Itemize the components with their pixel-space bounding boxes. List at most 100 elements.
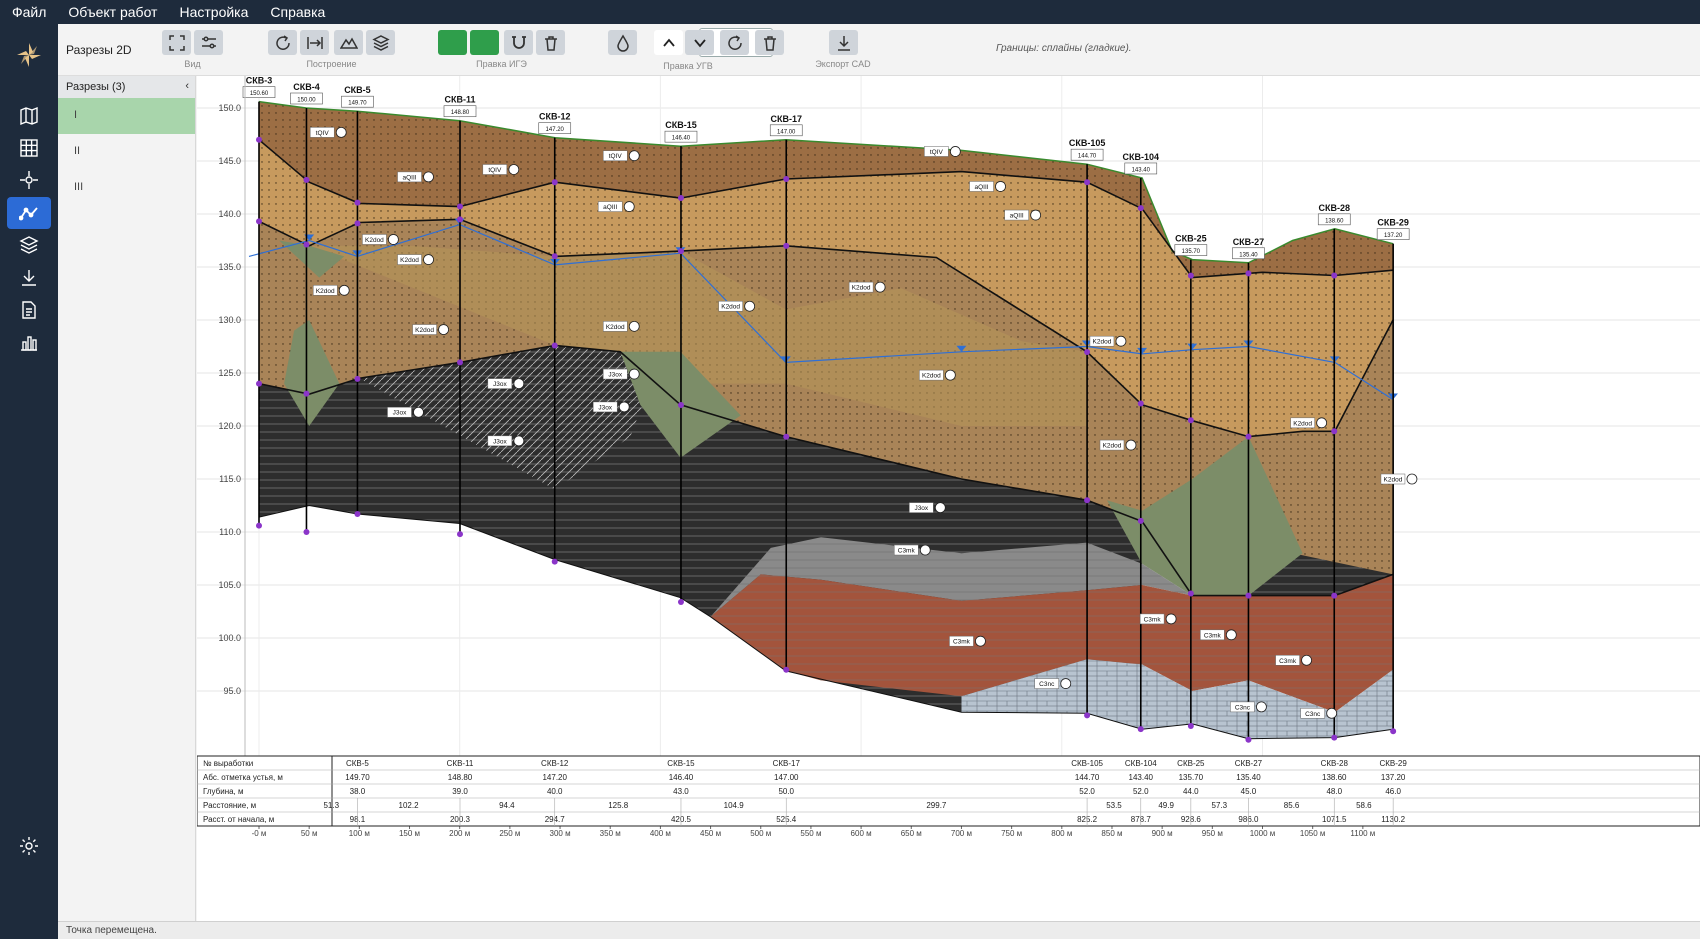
ige-label-box [602, 150, 628, 161]
trash-icon [544, 35, 557, 51]
ugv-delete-button[interactable] [755, 30, 784, 55]
rail-grid-icon[interactable] [7, 132, 51, 164]
ige-edit-1-button[interactable] [438, 30, 467, 55]
table-cell: 149.70 [345, 773, 370, 782]
rail-section-icon[interactable] [7, 197, 51, 229]
table-cell: СКВ-104 [1125, 759, 1157, 768]
spacing-button[interactable] [300, 30, 329, 55]
borehole-bottom-marker [303, 529, 310, 535]
ige-label: C3mk [1279, 658, 1297, 665]
rail-settings-gear-icon[interactable] [7, 830, 51, 862]
ige-label-box [602, 321, 628, 332]
ige-label: K2dod [721, 304, 740, 311]
ige-index-circle [975, 635, 986, 647]
table-cell: СКВ-27 [1235, 759, 1263, 768]
x-tick-label: 550 м [800, 829, 821, 838]
ige-label: K2dod [1293, 420, 1312, 427]
x-tick-label: 250 м [499, 829, 520, 838]
ige-label: C3nc [1235, 704, 1251, 711]
table-distance: 125.8 [608, 801, 629, 810]
boundary-point-marker [1331, 428, 1338, 435]
borehole-bottom-marker [677, 598, 684, 605]
ige-index-circle [944, 369, 956, 381]
borehole-bottom-marker [1331, 734, 1338, 741]
borehole-elev: 146.40 [672, 136, 691, 142]
borehole-elev-box [1317, 213, 1351, 226]
borehole-bottom-marker [1245, 736, 1252, 743]
group-label-ige: Правка ИГЭ [476, 59, 527, 69]
rebuild-button[interactable] [268, 30, 297, 55]
view-settings-button[interactable] [194, 30, 223, 55]
boundary-point-marker [457, 216, 464, 223]
table-cell: 43.0 [673, 787, 689, 796]
layer-sand-lens [309, 245, 1087, 426]
geological-section-chart[interactable]: СКВ-3 150.60 СКВ-4 150.00 СКВ-5 149.70 СКВ-11 1… [196, 76, 1700, 921]
fit-view-button[interactable] [162, 30, 191, 55]
menu-help[interactable]: Справка [270, 4, 326, 20]
groundwater-marker [1187, 343, 1198, 350]
menu-project[interactable]: Объект работ [68, 4, 158, 20]
app-logo-icon [17, 43, 41, 67]
section-item-3[interactable]: III [74, 181, 84, 193]
boundary-point-marker [1331, 272, 1338, 279]
rail-layers-icon[interactable] [7, 229, 51, 261]
water-drop-button[interactable] [608, 30, 637, 55]
boundary-point-marker [677, 195, 684, 202]
borehole-name: СКВ-15 [665, 120, 697, 130]
ige-index-circle [513, 378, 525, 390]
sections-header[interactable]: Разрезы (3) ‹ [58, 76, 195, 98]
collapse-chevron-icon[interactable]: ‹ [185, 80, 189, 92]
borehole-name: СКВ-25 [1175, 234, 1207, 244]
borehole-elev: 147.00 [777, 129, 796, 135]
x-tick-label: 150 м [399, 829, 420, 838]
ige-edit-2-button[interactable] [470, 30, 499, 55]
x-tick-label: 950 м [1202, 829, 1223, 838]
magnet-button[interactable] [504, 30, 533, 55]
section-item-2[interactable]: II [74, 145, 81, 157]
borehole-name: СКВ-4 [293, 82, 320, 92]
boundary-point-marker [677, 248, 684, 255]
chevron-up-icon [662, 38, 675, 47]
group-label-view: Вид [184, 59, 201, 69]
table-cell: 135.70 [1179, 773, 1204, 782]
export-cad-button[interactable] [829, 30, 858, 55]
rail-document-icon[interactable] [7, 294, 51, 326]
y-tick-label: 125.0 [218, 368, 241, 378]
rail-map-icon[interactable] [7, 100, 51, 132]
x-tick-label: 650 м [901, 829, 922, 838]
section-item-1[interactable]: I [58, 98, 195, 134]
y-tick-label: 145.0 [218, 156, 241, 166]
ige-label: aQIII [603, 204, 617, 211]
y-tick-label: 120.0 [218, 421, 241, 431]
ugv-refresh-button[interactable] [720, 30, 749, 55]
ige-index-circle [628, 320, 640, 332]
rail-crosshair-icon[interactable] [7, 164, 51, 196]
ige-label: K2dod [365, 237, 384, 244]
data-table [196, 755, 1700, 827]
ugv-lower-button[interactable] [685, 30, 714, 55]
ige-label-box [894, 544, 919, 556]
boundary-point-marker [256, 380, 262, 387]
table-cell: 148.80 [448, 773, 473, 782]
rail-chart-icon[interactable] [7, 326, 51, 358]
menu-file[interactable]: Файл [12, 4, 47, 20]
borehole-bottom-marker [1084, 712, 1091, 719]
layers-button[interactable] [366, 30, 395, 55]
profile-button[interactable] [334, 30, 363, 55]
ige-label-box [969, 181, 994, 192]
menu-settings[interactable]: Настройка [179, 4, 249, 20]
ugv-raise-button[interactable] [654, 30, 683, 55]
ige-label-box [397, 254, 422, 265]
ige-label: J3ox [393, 410, 407, 417]
rail-download-icon[interactable] [7, 262, 51, 294]
ige-label-box [1230, 701, 1255, 713]
x-tick-label: 200 м [449, 829, 470, 838]
ige-index-circle [388, 234, 399, 245]
ige-delete-button[interactable] [536, 30, 565, 55]
y-tick-label: 135.0 [218, 262, 241, 272]
ige-label: tQIV [609, 153, 623, 160]
ige-label-box [412, 324, 437, 335]
y-tick-label: 95.0 [223, 686, 241, 696]
ige-index-circle [1165, 613, 1177, 625]
section-canvas[interactable]: СКВ-3 150.60 СКВ-4 150.00 СКВ-5 149.70 СКВ-11 1… [196, 76, 1700, 921]
